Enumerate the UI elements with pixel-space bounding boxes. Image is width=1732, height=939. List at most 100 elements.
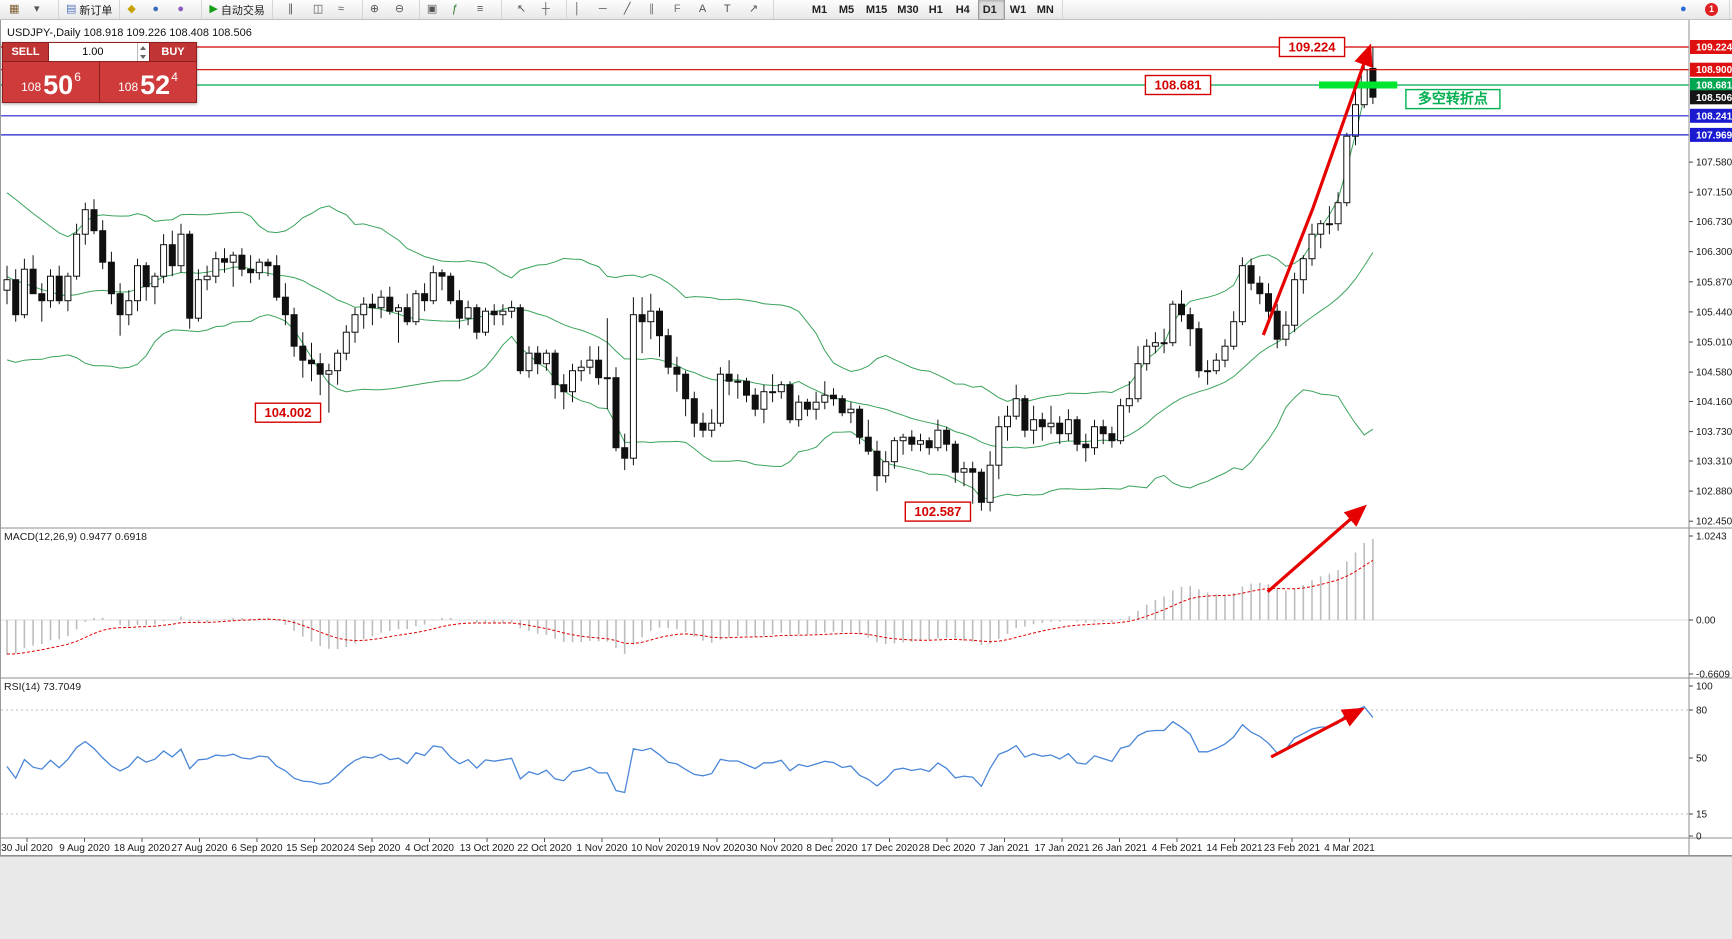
price-panel[interactable] bbox=[1, 46, 1689, 512]
crosshair-button[interactable]: ┼ bbox=[538, 0, 563, 19]
volume-down-button[interactable] bbox=[138, 52, 149, 61]
timeframe-h4-button[interactable]: H4 bbox=[951, 0, 978, 20]
zoom-in-button[interactable]: ⊕ bbox=[366, 0, 391, 19]
candle-body bbox=[151, 275, 159, 288]
time-axis[interactable]: 30 Jul 2020 9 Aug 2020 18 Aug 2020 27 Aug 2… bbox=[1, 838, 1375, 854]
channel-tool[interactable]: ∥ bbox=[645, 0, 670, 19]
volume-field[interactable] bbox=[49, 42, 149, 62]
candle-body bbox=[142, 265, 150, 288]
timeframe-h1-button[interactable]: H1 bbox=[924, 0, 951, 20]
profiles-button[interactable]: ▾ bbox=[30, 0, 55, 19]
date-label: 4 Feb 2021 bbox=[1152, 843, 1203, 854]
zoom-in-button-icon: ⊕ bbox=[369, 3, 380, 15]
arrow-tool[interactable]: ↗ bbox=[745, 0, 770, 19]
trend-arrow-rsi[interactable] bbox=[1270, 707, 1365, 759]
candle-body bbox=[1178, 303, 1185, 316]
trendline-tool[interactable]: ╱ bbox=[620, 0, 645, 19]
price-tick: 103.310 bbox=[1696, 457, 1732, 468]
cursor-button[interactable]: ↖ bbox=[513, 0, 538, 19]
sell-button[interactable]: SELL bbox=[2, 42, 49, 62]
timeframe-d1-button[interactable]: D1 bbox=[977, 0, 1005, 20]
svg-text:108.900: 108.900 bbox=[1696, 65, 1732, 76]
candle-body bbox=[1125, 398, 1133, 407]
new-order-button[interactable]: ▤ 新订单 bbox=[62, 0, 116, 19]
candle-body bbox=[55, 275, 63, 302]
candle-body bbox=[534, 352, 542, 365]
indicators-button[interactable]: ƒ bbox=[448, 0, 473, 19]
buy-button[interactable]: BUY bbox=[149, 42, 197, 62]
one-click-trading-panel[interactable]: SELL BUY 108 50 6 108 52 bbox=[2, 42, 197, 103]
candle-body bbox=[177, 233, 185, 267]
candle-body bbox=[656, 310, 663, 337]
tile-windows-button[interactable]: ▣ bbox=[423, 0, 448, 19]
candlestick-chart-button[interactable]: ◫ bbox=[309, 0, 334, 19]
timeframe-m5-button[interactable]: M5 bbox=[834, 0, 861, 20]
candle-body bbox=[125, 300, 133, 316]
rsi-tick: 50 bbox=[1696, 754, 1708, 765]
date-label: 19 Nov 2020 bbox=[689, 843, 746, 854]
ask-point: 4 bbox=[171, 70, 178, 84]
fibonacci-tool[interactable]: F bbox=[670, 0, 695, 19]
metaeditor-button[interactable]: ◆ bbox=[123, 0, 148, 19]
candle-body bbox=[1334, 202, 1342, 225]
annotation-108.681[interactable]: 108.681 bbox=[1144, 74, 1212, 96]
candle-body bbox=[890, 440, 898, 463]
line-chart-button[interactable]: ≈ bbox=[334, 0, 359, 19]
chart-window[interactable]: 109.224 108.681 104.002 102.587 多空转折点 107.580… bbox=[0, 20, 1732, 856]
ask-price-panel[interactable]: 108 52 4 bbox=[100, 62, 196, 102]
vertical-line-tool[interactable]: │ bbox=[570, 0, 595, 19]
community-button[interactable]: ● bbox=[148, 0, 173, 19]
date-label: 28 Dec 2020 bbox=[919, 843, 976, 854]
price-scale[interactable]: 107.580 107.150 106.730 106.300 105.870 105.4… bbox=[1689, 40, 1732, 843]
annotation-104.002[interactable]: 104.002 bbox=[254, 402, 322, 423]
macd-panel[interactable] bbox=[1, 538, 1689, 655]
toolbar-group-services: ◆ ● ● bbox=[120, 0, 203, 19]
annotation-102.587[interactable]: 102.587 bbox=[904, 501, 972, 522]
notifications-button[interactable]: 1 bbox=[1701, 0, 1726, 19]
timeframe-mn-button[interactable]: MN bbox=[1032, 0, 1059, 20]
date-label: 30 Nov 2020 bbox=[746, 843, 803, 854]
objects-list-button[interactable]: ≡ bbox=[473, 0, 498, 19]
candle-body bbox=[847, 408, 855, 414]
chart-canvas[interactable]: 109.224 108.681 104.002 102.587 多空转折点 107.580… bbox=[1, 20, 1732, 856]
trend-arrow-price[interactable] bbox=[1261, 43, 1373, 336]
candle-body bbox=[186, 233, 194, 319]
guide-button[interactable]: ● bbox=[173, 0, 198, 19]
candle-body bbox=[803, 401, 811, 410]
timeframe-m30-button[interactable]: M30 bbox=[892, 0, 923, 20]
toolbar-group-order: ▤ 新订单 bbox=[59, 0, 121, 19]
trend-arrow-macd[interactable] bbox=[1266, 504, 1367, 594]
timeframe-m15-button[interactable]: M15 bbox=[861, 0, 892, 20]
volume-up-button[interactable] bbox=[138, 43, 149, 52]
timeframe-m1-button[interactable]: M1 bbox=[807, 0, 834, 20]
annotation-109.224[interactable]: 109.224 bbox=[1278, 36, 1346, 58]
candle-body bbox=[1151, 342, 1159, 347]
volume-input[interactable] bbox=[49, 43, 137, 61]
candle-body bbox=[569, 370, 576, 393]
candle-body bbox=[516, 307, 524, 372]
candle-body bbox=[1186, 314, 1194, 330]
annotation-多空转折点[interactable]: 多空转折点 bbox=[1405, 88, 1501, 110]
date-label: 7 Jan 2021 bbox=[980, 843, 1030, 854]
zoom-out-button[interactable]: ⊖ bbox=[391, 0, 416, 19]
candle-body bbox=[856, 408, 864, 438]
text-tool[interactable]: A bbox=[695, 0, 720, 19]
autotrading-button[interactable]: ▶ 自动交易 bbox=[205, 0, 268, 19]
community-status-button[interactable]: ● bbox=[1676, 0, 1701, 19]
line-chart-button-icon: ≈ bbox=[337, 3, 344, 15]
svg-text:108.681: 108.681 bbox=[1696, 81, 1732, 92]
horizontal-line-tool[interactable]: ─ bbox=[595, 0, 620, 19]
rsi-line bbox=[6, 705, 1374, 794]
new-chart-button[interactable]: ▦ bbox=[5, 0, 30, 19]
main-toolbar: ▦ ▾ ▤ 新订单 ◆ ● ● ▶ 自动交易 ∥ ◫ ≈ ⊕ ⊖ ▣ ƒ ≡ ↖ ┼ │ ─ ╱ ∥ F A T ↗ M1 M5 M15 M… bbox=[0, 0, 1732, 20]
bid-integer: 108 bbox=[21, 80, 42, 94]
timeframe-m15-button-label: M15 bbox=[865, 3, 888, 16]
bid-price-panel[interactable]: 108 50 6 bbox=[3, 62, 99, 102]
bar-chart-button[interactable]: ∥ bbox=[284, 0, 309, 19]
label-tool[interactable]: T bbox=[720, 0, 745, 19]
rsi-panel[interactable] bbox=[1, 705, 1689, 815]
turning-point-highlight[interactable] bbox=[1319, 81, 1398, 89]
timeframe-w1-button[interactable]: W1 bbox=[1005, 0, 1032, 20]
candle-body bbox=[1064, 419, 1072, 435]
candle-body bbox=[1291, 279, 1299, 326]
